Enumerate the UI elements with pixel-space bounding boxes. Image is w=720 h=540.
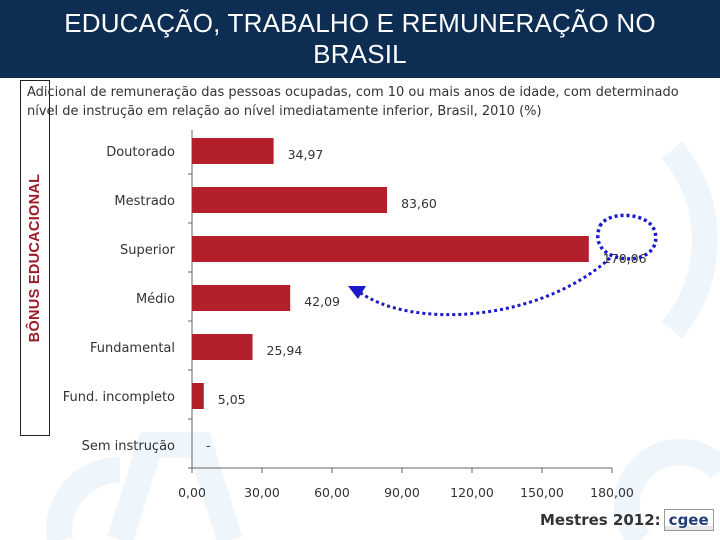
- category-label: Superior: [120, 243, 176, 258]
- data-label: 83,60: [401, 196, 437, 211]
- category-label: Sem instrução: [82, 439, 175, 454]
- bar: [192, 138, 274, 164]
- x-tick-label: 30,00: [244, 485, 280, 500]
- annotation-arrow: [357, 256, 612, 317]
- footer: Mestres 2012: cgee: [540, 509, 714, 531]
- x-tick-label: 60,00: [314, 485, 350, 500]
- x-tick-label: 90,00: [384, 485, 420, 500]
- bar: [192, 334, 253, 360]
- bar: [192, 285, 291, 311]
- side-label-box: [20, 80, 50, 436]
- x-tick-label: 180,00: [590, 485, 634, 500]
- highlight-ellipse: [596, 213, 658, 261]
- page-title: EDUCAÇÃO, TRABALHO E REMUNERAÇÃO NO BRAS…: [64, 8, 656, 69]
- x-tick-label: 0,00: [178, 485, 206, 500]
- data-label: 25,94: [267, 343, 303, 358]
- category-label: Médio: [136, 292, 175, 307]
- cgee-logo: cgee: [663, 509, 714, 531]
- chart-title: Adicional de remuneração das pessoas ocu…: [27, 85, 679, 119]
- x-tick-label: 150,00: [520, 485, 564, 500]
- bar: [192, 187, 388, 213]
- header-banner: EDUCAÇÃO, TRABALHO E REMUNERAÇÃO NO BRAS…: [0, 0, 720, 78]
- data-label: 42,09: [304, 294, 340, 309]
- bar: [192, 236, 589, 262]
- bar: [192, 383, 204, 409]
- category-label: Fundamental: [90, 341, 175, 356]
- data-label: 5,05: [218, 392, 246, 407]
- data-label: 170,06: [603, 251, 647, 266]
- category-label: Mestrado: [114, 194, 175, 209]
- data-label: -: [206, 438, 211, 453]
- category-label: Fund. incompleto: [63, 390, 175, 405]
- x-tick-label: 120,00: [450, 485, 494, 500]
- arrow-head: [348, 286, 366, 299]
- footer-text: Mestres 2012:: [540, 511, 661, 529]
- data-label: 34,97: [288, 147, 324, 162]
- category-label: Doutorado: [106, 145, 175, 160]
